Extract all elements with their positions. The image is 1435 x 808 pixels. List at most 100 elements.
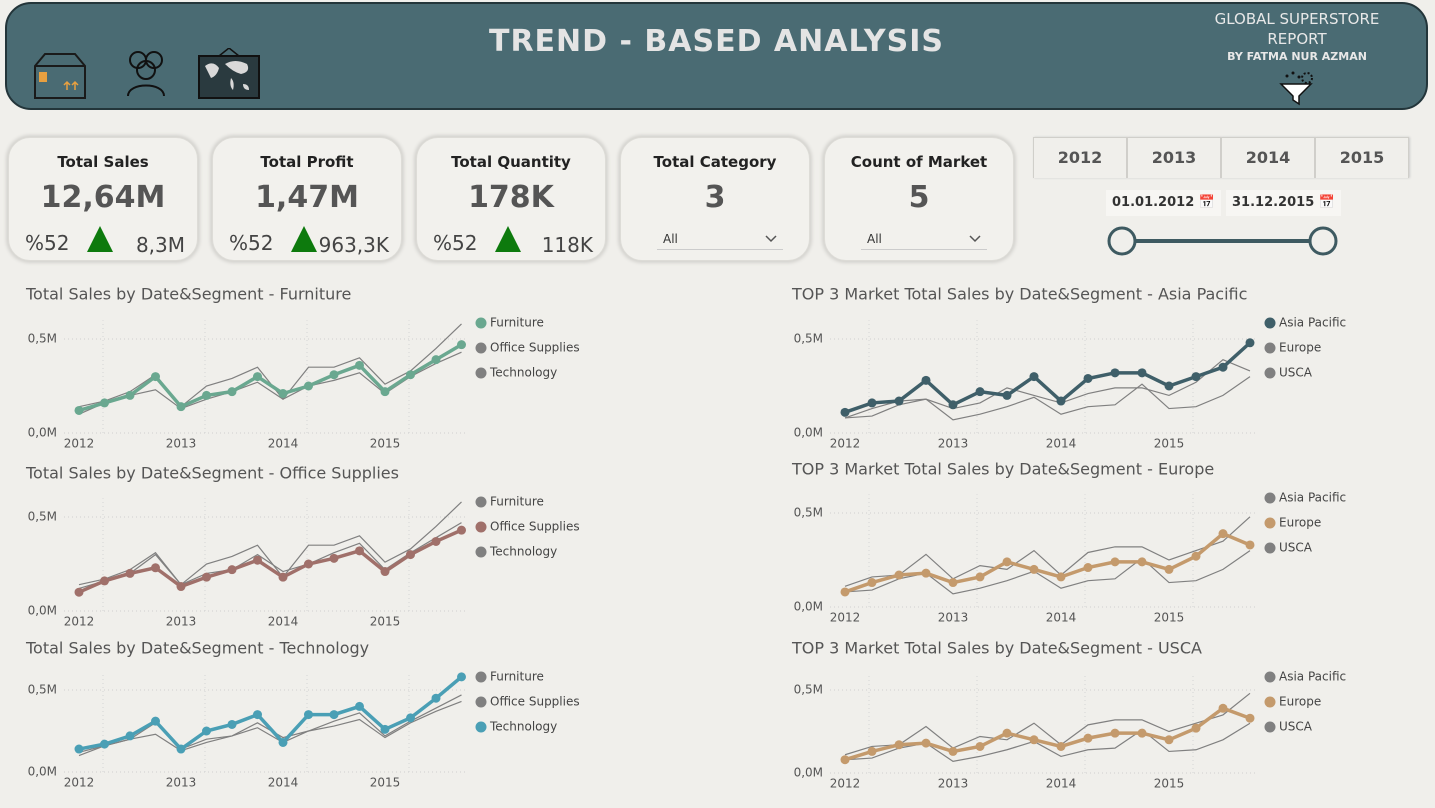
end-date-text: 31.12.2015 bbox=[1232, 195, 1315, 210]
data-point bbox=[1029, 735, 1039, 745]
data-point bbox=[202, 572, 211, 582]
data-point bbox=[1164, 381, 1174, 391]
legend-label: Technology bbox=[489, 366, 557, 380]
y-tick-label: 0,5M bbox=[28, 683, 57, 697]
kpi-value: 12,64M bbox=[40, 180, 166, 215]
kpi-percent: %52 bbox=[229, 231, 274, 255]
data-point bbox=[176, 582, 186, 592]
data-point bbox=[202, 390, 211, 400]
data-point bbox=[125, 731, 135, 741]
data-point bbox=[1245, 713, 1255, 723]
data-point bbox=[1137, 728, 1147, 738]
chart-title: TOP 3 Market Total Sales by Date&Segment… bbox=[791, 639, 1202, 658]
legend-marker bbox=[475, 342, 487, 354]
x-tick-label: 2015 bbox=[1154, 777, 1185, 791]
category-filter[interactable]: All bbox=[657, 228, 783, 250]
legend-label: USCA bbox=[1279, 541, 1313, 555]
x-tick-label: 2012 bbox=[830, 777, 861, 791]
x-tick-label: 2014 bbox=[1046, 437, 1077, 451]
y-tick-label: 0,0M bbox=[28, 765, 57, 779]
data-point bbox=[253, 555, 262, 565]
kpi-target: 118K bbox=[541, 233, 593, 257]
data-point bbox=[74, 587, 84, 597]
kpi-title: Total Category bbox=[653, 153, 777, 171]
data-point bbox=[100, 398, 109, 408]
data-point bbox=[1056, 572, 1066, 582]
chart-title: Total Sales by Date&Segment - Furniture bbox=[25, 285, 351, 304]
data-point bbox=[894, 570, 904, 580]
kpi-target: 963,3K bbox=[318, 233, 389, 257]
legend-marker bbox=[475, 546, 487, 558]
data-point bbox=[304, 559, 313, 569]
data-point bbox=[329, 553, 339, 563]
legend-label: Office Supplies bbox=[490, 520, 580, 534]
y-tick-label: 0,5M bbox=[794, 506, 823, 520]
data-point bbox=[202, 726, 211, 736]
data-point bbox=[921, 568, 931, 578]
data-point bbox=[431, 693, 441, 703]
data-point bbox=[1083, 373, 1093, 383]
line-chart: TOP 3 Market Total Sales by Date&Segment… bbox=[791, 639, 1346, 791]
data-point bbox=[1029, 372, 1039, 382]
data-point bbox=[125, 390, 135, 400]
kpi-card: Total Quantity 178K %52 118K bbox=[416, 137, 606, 261]
start-date[interactable]: 01.01.2012 📅 bbox=[1106, 190, 1221, 216]
data-point bbox=[227, 565, 237, 575]
data-point bbox=[151, 563, 160, 573]
legend-label: Asia Pacific bbox=[1279, 491, 1346, 505]
legend-label: USCA bbox=[1279, 720, 1313, 734]
category-filter[interactable]: All bbox=[861, 228, 987, 250]
data-point bbox=[457, 340, 466, 350]
data-point bbox=[1164, 735, 1174, 745]
data-point bbox=[227, 719, 237, 729]
line-chart: Total Sales by Date&Segment - Technology… bbox=[25, 639, 580, 790]
data-point bbox=[278, 389, 288, 399]
legend-label: Furniture bbox=[490, 316, 544, 330]
data-point bbox=[431, 355, 441, 365]
data-point bbox=[355, 701, 364, 711]
data-point bbox=[975, 387, 985, 397]
kpi-value: 3 bbox=[704, 180, 726, 215]
series-line bbox=[78, 343, 463, 413]
kpi-title: Count of Market bbox=[850, 153, 988, 171]
x-tick-label: 2012 bbox=[64, 615, 95, 629]
legend-marker bbox=[475, 496, 487, 508]
end-date[interactable]: 31.12.2015 📅 bbox=[1226, 190, 1341, 216]
data-point bbox=[1164, 564, 1174, 574]
series-line bbox=[844, 550, 1251, 595]
year-tab[interactable]: 2013 bbox=[1127, 137, 1221, 178]
legend-label: Furniture bbox=[490, 670, 544, 684]
kpi-percent: %52 bbox=[25, 231, 70, 255]
series-line bbox=[844, 692, 1251, 756]
data-point bbox=[1056, 741, 1066, 751]
legend-marker bbox=[1264, 696, 1276, 708]
data-point bbox=[176, 744, 186, 754]
legend-label: Europe bbox=[1279, 516, 1321, 530]
data-point bbox=[1137, 368, 1147, 378]
y-tick-label: 0,0M bbox=[794, 766, 823, 780]
year-tab[interactable]: 2014 bbox=[1221, 137, 1315, 178]
date-slider[interactable] bbox=[1100, 222, 1350, 262]
data-point bbox=[921, 738, 931, 748]
x-tick-label: 2014 bbox=[268, 437, 299, 451]
y-tick-label: 0,0M bbox=[794, 600, 823, 614]
data-point bbox=[329, 370, 339, 380]
year-tab[interactable]: 2015 bbox=[1315, 137, 1409, 178]
data-point bbox=[975, 572, 985, 582]
y-tick-label: 0,5M bbox=[28, 332, 57, 346]
year-tab[interactable]: 2012 bbox=[1033, 137, 1127, 178]
legend-label: USCA bbox=[1279, 366, 1313, 380]
data-point bbox=[151, 716, 160, 726]
data-point bbox=[1110, 368, 1120, 378]
data-point bbox=[406, 713, 415, 723]
data-point bbox=[1218, 703, 1228, 713]
data-point bbox=[1191, 551, 1201, 561]
legend-label: Office Supplies bbox=[490, 341, 580, 355]
data-point bbox=[1218, 362, 1228, 372]
page-title: TREND - BASED ANALYSIS bbox=[488, 24, 945, 59]
users-icon bbox=[127, 51, 165, 97]
kpi-value: 5 bbox=[908, 180, 930, 215]
legend-label: Technology bbox=[489, 720, 557, 734]
data-point bbox=[253, 372, 262, 382]
